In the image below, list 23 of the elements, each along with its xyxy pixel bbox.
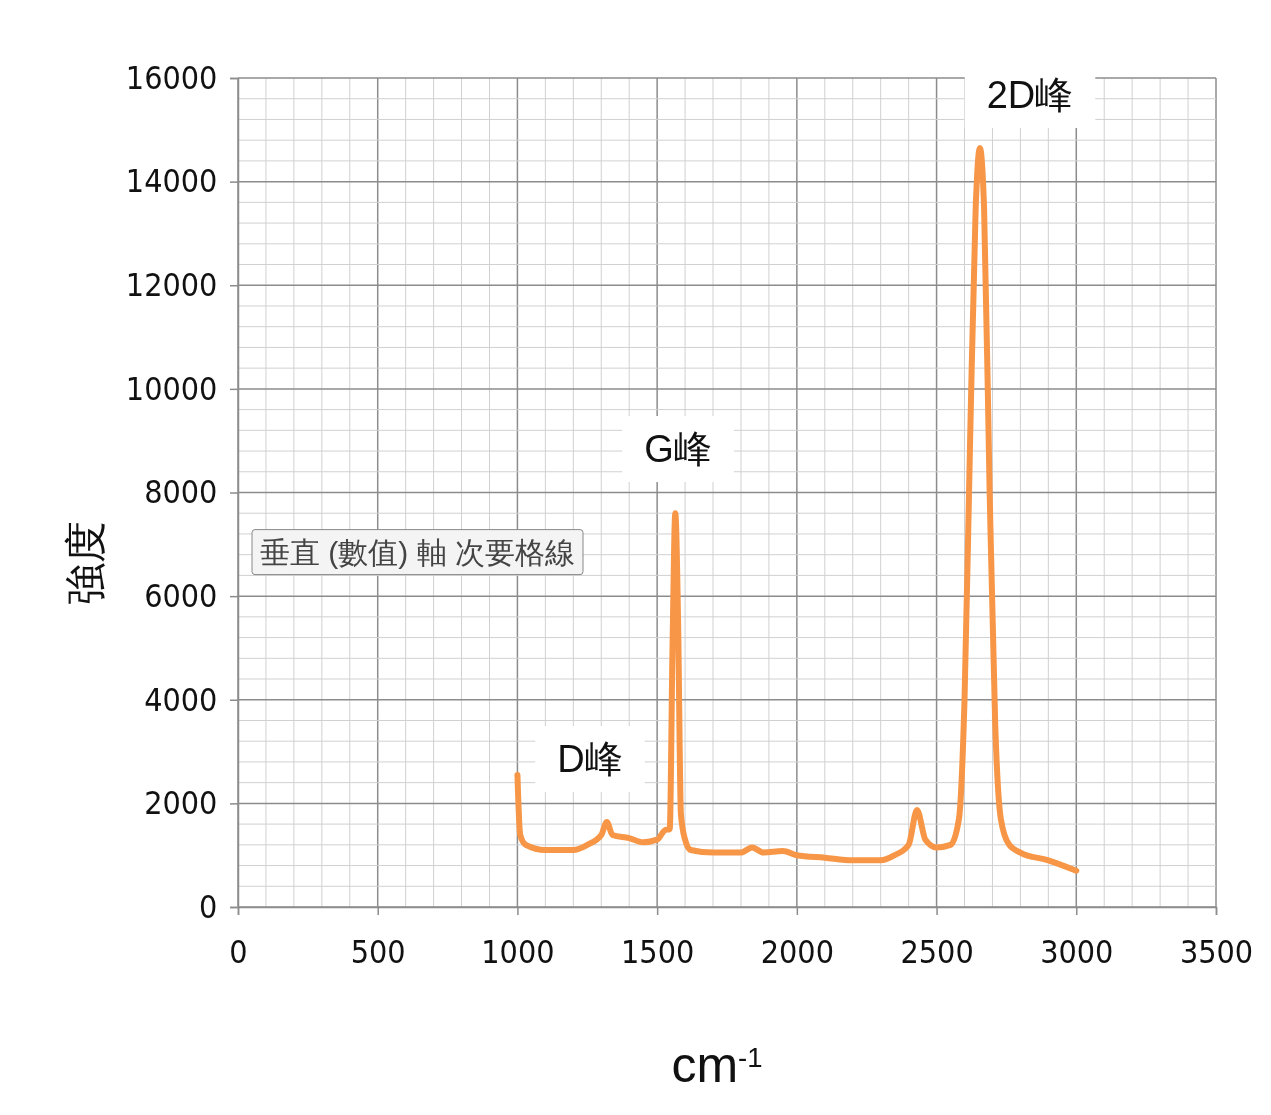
x-tick-label: 3000: [1040, 932, 1114, 971]
annotation: 垂直 (數值) 軸 次要格線: [260, 535, 575, 569]
x-tick-label: 1000: [481, 932, 555, 971]
x-tick-label: 2000: [760, 932, 834, 971]
y-tick-label: 16000: [125, 58, 218, 97]
y-tick-label: 4000: [144, 680, 218, 719]
y-tick-label: 8000: [144, 473, 218, 512]
y-tick-label: 10000: [125, 369, 218, 408]
x-tick-label: 3500: [1179, 932, 1254, 971]
y-tick-label: 6000: [144, 576, 218, 615]
annotation: 2D峰: [986, 74, 1074, 117]
annotation: G峰: [644, 428, 712, 471]
y-tick-label: 2000: [144, 784, 218, 823]
y-tick-label: 14000: [125, 162, 218, 201]
y-axis-title: 強度: [61, 520, 110, 605]
x-tick-label: 1500: [621, 932, 695, 971]
annotation: D峰: [557, 738, 623, 781]
x-tick-label: 0: [229, 932, 248, 971]
x-tick-label: 500: [350, 932, 406, 971]
y-tick-label: 12000: [125, 265, 218, 304]
x-axis-title: cm$^{-1}$: [671, 1037, 763, 1093]
x-tick-label: 2500: [900, 932, 974, 971]
y-tick-label: 0: [199, 887, 218, 926]
